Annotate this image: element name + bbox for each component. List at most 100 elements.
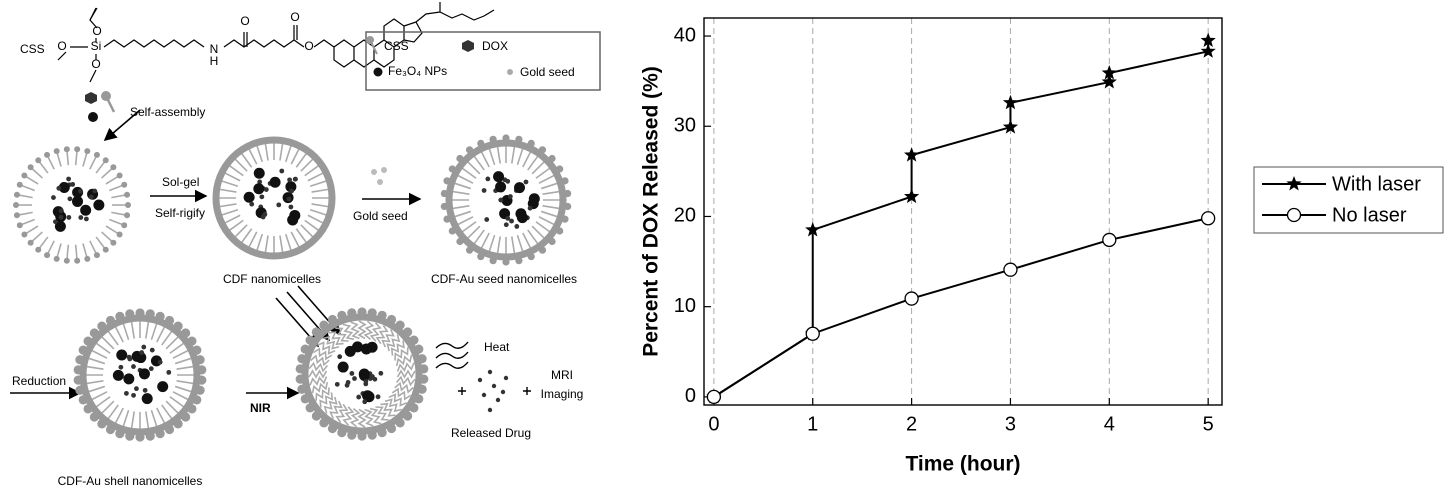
dox <box>263 187 269 192</box>
surfactant-tail <box>111 194 126 199</box>
gold-seed <box>327 314 338 325</box>
surfactant-tail <box>221 180 239 188</box>
x-tick-label: 3 <box>1005 413 1016 435</box>
gold-seed <box>311 327 321 337</box>
dox <box>141 344 147 350</box>
dox <box>485 176 491 182</box>
fe3o4-np <box>285 181 297 193</box>
fe3o4-np <box>58 181 70 193</box>
diagram-label: CDF-Au shell nanomicelles <box>58 474 203 488</box>
surfactant-head <box>63 257 70 264</box>
dox <box>372 376 378 382</box>
surfactant-tail <box>461 221 477 233</box>
gold-seed <box>377 179 383 185</box>
gold-seed <box>409 403 419 413</box>
dox <box>484 217 490 222</box>
surfactant-tail <box>540 210 558 218</box>
surfactant-head <box>27 164 34 171</box>
fe3o4-np <box>112 369 124 381</box>
released-drug <box>503 375 509 381</box>
gold-seed <box>192 395 202 405</box>
surfactant-tail <box>38 236 49 249</box>
surfactant-tail <box>122 409 130 427</box>
surfactant-tail <box>95 161 106 174</box>
surfactant-tail <box>542 190 560 196</box>
surfactant-tail <box>454 210 472 218</box>
dox <box>334 381 340 387</box>
gold-seed <box>440 189 448 198</box>
surfactant-tail <box>510 146 516 164</box>
diagram-legend-box <box>365 31 601 91</box>
surfactant-tail <box>95 342 111 354</box>
gold-seed <box>403 327 413 337</box>
surfactant-head <box>74 146 81 153</box>
dox <box>118 364 124 370</box>
micelle <box>73 308 207 442</box>
fe3o4-np <box>337 361 349 373</box>
silica-shell <box>212 136 336 260</box>
surfactant-tail <box>329 400 343 419</box>
fe3o4-np <box>72 195 84 207</box>
surfactant-tail <box>150 409 158 427</box>
gold-seed <box>135 308 145 318</box>
gold-seed <box>187 336 197 346</box>
surfactant-tail <box>241 153 253 168</box>
surfactant-tail <box>95 236 106 249</box>
dox <box>262 212 268 217</box>
surfactant-tail <box>172 391 189 401</box>
surfactant-tail <box>396 362 415 372</box>
surfactant-tail <box>74 151 78 166</box>
legend-label: With laser <box>1332 173 1421 195</box>
surfactant-tail <box>381 329 395 348</box>
gold-seed <box>477 253 485 261</box>
surfactant-tail <box>480 151 490 168</box>
gold-seed <box>564 189 572 198</box>
dox <box>148 366 154 372</box>
legend-marker <box>1286 176 1302 191</box>
surfactant-tail <box>241 228 253 243</box>
surfactant-head <box>116 172 123 179</box>
surfactant-head <box>102 157 109 164</box>
surfactant-tail <box>357 408 367 428</box>
surfactant-head <box>121 222 128 229</box>
gold-seed <box>357 307 367 317</box>
diagram-label: H <box>210 54 219 68</box>
surfactant-tail <box>109 184 123 192</box>
gold-seed <box>448 165 456 173</box>
dox <box>279 168 285 174</box>
gold-seed <box>319 320 329 330</box>
gold-seed <box>417 384 427 394</box>
surfactant-tail <box>172 349 189 359</box>
gold-seed <box>187 404 197 414</box>
dox <box>142 387 148 393</box>
surfactant-head <box>124 191 131 198</box>
surfactant-tail <box>86 379 104 385</box>
data-point <box>1200 32 1216 47</box>
data-point <box>904 188 920 204</box>
gold-seed <box>311 411 321 421</box>
gold-seed <box>414 344 424 354</box>
gold-seed <box>538 146 547 154</box>
diagram-label: CSS <box>384 39 409 53</box>
silica-shell <box>301 313 423 435</box>
gold-seed <box>465 146 474 154</box>
gold-seed <box>115 429 125 439</box>
x-tick-label: 5 <box>1203 413 1214 435</box>
surfactant-tail <box>130 411 136 429</box>
surfactant-tail <box>82 243 88 258</box>
surfactant-tail <box>335 403 349 424</box>
fe3o4-icon <box>373 67 383 77</box>
data-point <box>1002 119 1019 134</box>
gold-seed <box>195 355 205 365</box>
surfactant-tail <box>264 235 269 253</box>
gold-seed <box>83 404 93 414</box>
micelle <box>212 136 336 260</box>
surfactant-tail <box>165 336 179 350</box>
released-drug <box>477 377 483 383</box>
data-point <box>1003 262 1018 277</box>
gold-seed <box>173 419 183 429</box>
surfactant-tail <box>527 155 539 171</box>
gold-seed <box>145 431 155 441</box>
surfactant-head <box>13 191 20 198</box>
released-drug <box>495 397 501 403</box>
